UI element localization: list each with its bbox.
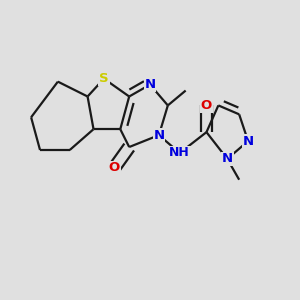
Text: S: S — [99, 72, 109, 85]
Text: O: O — [201, 99, 212, 112]
Text: N: N — [222, 152, 233, 165]
Text: O: O — [109, 161, 120, 174]
Text: N: N — [242, 135, 253, 148]
Text: N: N — [153, 129, 164, 142]
Text: NH: NH — [169, 146, 190, 160]
Text: N: N — [144, 78, 156, 91]
